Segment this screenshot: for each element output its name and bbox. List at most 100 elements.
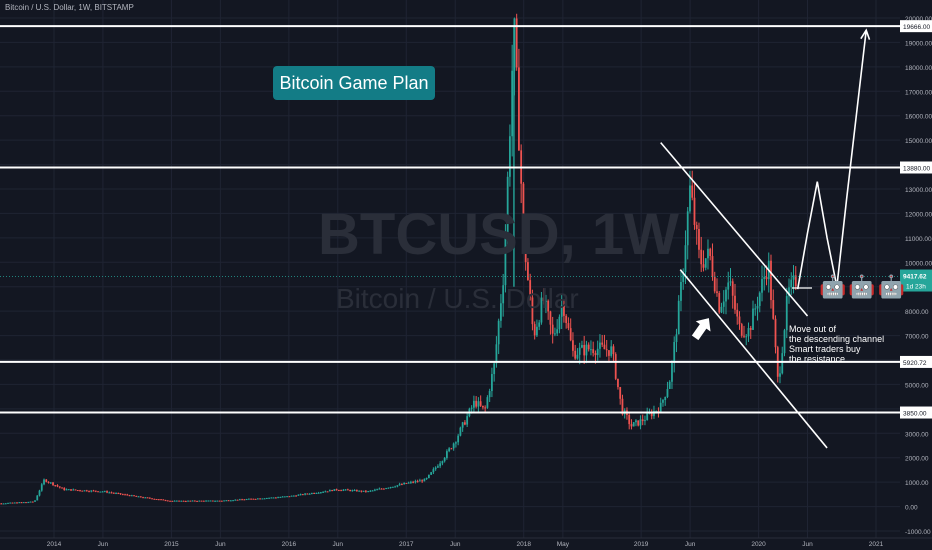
projection-arrowhead: [860, 28, 871, 40]
candle-body: [67, 489, 70, 491]
candle-body: [196, 500, 198, 502]
candle-body: [144, 497, 147, 499]
android-icon: 🤖: [848, 274, 878, 299]
candle-body: [612, 346, 615, 355]
candle-body: [182, 500, 185, 502]
candle-body: [310, 492, 313, 494]
candle-body: [747, 328, 750, 337]
candle-body: [565, 315, 568, 324]
candle-body: [326, 491, 329, 493]
candle-body: [614, 354, 617, 379]
candle-body: [151, 498, 153, 500]
time-tick-label: 2015: [164, 541, 179, 548]
time-tick-label: 2021: [869, 541, 884, 548]
candle-body: [632, 422, 635, 427]
candle-body: [448, 448, 451, 452]
candle-body: [355, 490, 358, 492]
candle-body: [549, 311, 552, 325]
candle-body: [97, 491, 99, 493]
candle-body: [641, 419, 644, 422]
candle-body: [319, 492, 322, 494]
candle-body: [693, 197, 696, 225]
candle-body: [439, 463, 442, 467]
candle-body: [139, 496, 142, 498]
candle-body: [610, 346, 613, 356]
up-arrow-icon: [691, 318, 711, 341]
candle-body: [560, 305, 563, 317]
candle-body: [400, 484, 403, 486]
candle-body: [682, 272, 685, 283]
price-tick-label: 3000.00: [905, 431, 929, 438]
candle-body: [2, 503, 5, 505]
candle-body: [452, 443, 455, 449]
candle-body: [522, 183, 525, 226]
candle-body: [713, 276, 716, 292]
candle-body: [85, 490, 88, 492]
game-plan-label[interactable]: Bitcoin Game Plan: [273, 66, 435, 100]
candle-body: [335, 489, 338, 491]
candle-body: [502, 285, 505, 304]
candle-body: [232, 500, 234, 502]
price-tick-label: 13000.00: [905, 187, 932, 194]
candle-body: [115, 493, 117, 495]
candle-body: [554, 333, 556, 335]
candle-body: [290, 495, 293, 497]
candle-body: [256, 498, 259, 500]
candle-body: [457, 435, 460, 443]
candle-body: [542, 297, 545, 301]
candle-body: [349, 489, 352, 491]
candle-body: [436, 466, 439, 468]
candle-body: [79, 490, 81, 492]
candle-body: [387, 487, 390, 489]
candle-body: [281, 496, 284, 498]
candle-body: [578, 347, 581, 355]
candle-body: [533, 324, 536, 336]
candle-body: [745, 336, 748, 338]
candle-body: [702, 264, 705, 268]
time-tick-label: 2020: [751, 541, 766, 548]
candle-body: [286, 496, 288, 498]
candle-body: [47, 481, 50, 483]
candle-body: [295, 495, 297, 497]
candle-body: [169, 500, 171, 502]
candle-body: [484, 407, 487, 409]
up-arrow-shape: [691, 318, 711, 341]
time-tick-label: Jun: [685, 541, 696, 548]
time-tick-label: 2016: [282, 541, 297, 548]
candle-body: [659, 402, 662, 413]
candle-body: [94, 490, 97, 492]
price-axis: -1000.000.001000.002000.003000.004000.00…: [900, 16, 932, 536]
candle-body: [529, 280, 532, 298]
candle-body: [653, 411, 655, 417]
candle-body: [193, 500, 196, 502]
candle-body: [443, 457, 446, 462]
price-tick-label: 5000.00: [905, 382, 929, 389]
candle-body: [495, 344, 498, 364]
candle-body: [211, 500, 214, 502]
candle-body: [729, 281, 732, 283]
candle-body: [538, 322, 541, 327]
candle-body: [432, 469, 435, 473]
candle-body: [504, 238, 507, 286]
channel-line: [660, 142, 809, 317]
level-label-box: [900, 355, 932, 368]
candle-body: [756, 305, 759, 309]
candle-body: [506, 176, 509, 239]
candle-body: [396, 485, 399, 487]
candle-body: [216, 500, 219, 502]
candle-body: [466, 416, 469, 425]
candle-body: [13, 502, 16, 504]
candle-body: [29, 501, 32, 503]
candle-body: [587, 344, 590, 350]
candle-body: [337, 490, 340, 492]
candle-body: [576, 354, 579, 359]
candle-body: [360, 490, 363, 492]
candle-body: [511, 70, 514, 137]
candle-body: [772, 300, 775, 319]
candle-body: [328, 490, 331, 492]
candle-body: [92, 490, 95, 492]
candle-body: [765, 277, 768, 280]
candle-body: [783, 330, 786, 354]
candle-body: [493, 363, 496, 375]
